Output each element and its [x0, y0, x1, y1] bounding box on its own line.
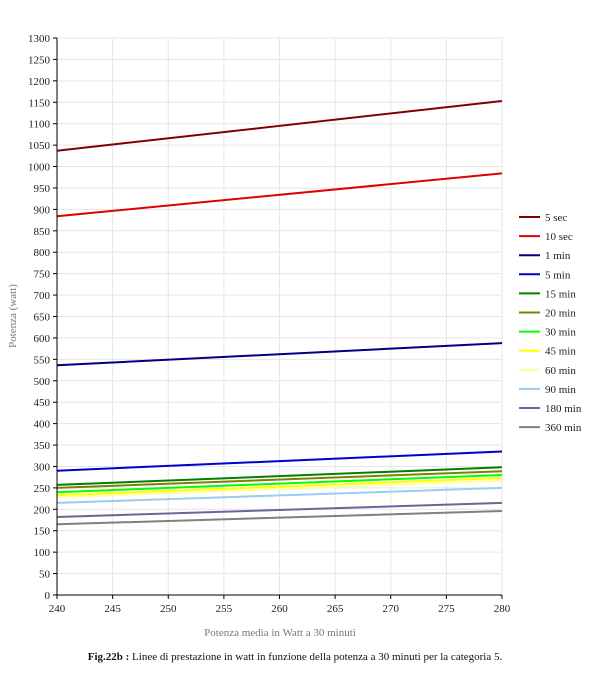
y-tick-label: 1000	[28, 162, 51, 174]
series-line-360-min	[56, 510, 503, 526]
legend-label: 1 min	[545, 250, 571, 262]
legend-label: 20 min	[545, 308, 576, 320]
legend-label: 30 min	[545, 327, 576, 339]
series-line-20-min	[56, 470, 503, 489]
series-line-60-min	[56, 479, 503, 499]
legend: 5 sec 10 sec 1 min 5 min 15 min 20 min 30 min 4…	[519, 212, 582, 434]
y-axis-title: Potenza (watt)	[7, 284, 19, 348]
legend-label: 5 min	[545, 269, 571, 281]
y-tick-label: 500	[34, 376, 51, 388]
x-tick-label: 250	[160, 603, 177, 615]
x-axis-title: Potenza media in Watt a 30 minuti	[204, 627, 356, 639]
legend-label: 45 min	[545, 346, 576, 358]
y-tick-label: 400	[34, 419, 51, 431]
y-tick-label: 0	[45, 590, 51, 602]
y-tick-label: 700	[34, 290, 51, 302]
legend-label: 10 sec	[545, 231, 573, 243]
x-tick-label: 240	[49, 603, 66, 615]
y-tick-label: 950	[34, 183, 51, 195]
series-line-10-sec	[56, 172, 503, 218]
legend-label: 90 min	[545, 384, 576, 396]
y-tick-label: 900	[34, 204, 51, 216]
caption-label: Fig.22b :	[87, 651, 130, 663]
y-tick-label: 800	[34, 247, 51, 259]
x-tick-label: 280	[494, 603, 511, 615]
series-line-5-sec	[56, 100, 503, 152]
series-line-180-min	[56, 501, 503, 518]
x-tick-label: 260	[271, 603, 288, 615]
legend-label: 15 min	[545, 288, 576, 300]
series-line-15-min	[56, 466, 503, 486]
tick-labels: 0 50 100 150 200 250 300 350 400 450 500 550 600 650 7…	[28, 33, 511, 615]
series-line-30-min	[56, 474, 503, 494]
legend-label: 360 min	[545, 422, 582, 434]
legend-label: 60 min	[545, 365, 576, 377]
x-tick-label: 245	[104, 603, 121, 615]
y-tick-label: 650	[34, 312, 51, 324]
y-tick-label: 600	[34, 333, 51, 345]
legend-label: 5 sec	[545, 212, 567, 224]
y-tick-label: 1300	[28, 33, 51, 45]
series-line-1-min	[56, 342, 503, 367]
series-lines	[56, 100, 503, 526]
legend-label: 180 min	[545, 403, 582, 415]
axes	[53, 37, 503, 599]
y-tick-label: 1150	[28, 97, 50, 109]
y-tick-label: 750	[34, 269, 51, 281]
figure-caption: Fig.22b : Linee di prestazione in watt i…	[0, 651, 590, 663]
y-tick-label: 550	[34, 354, 51, 366]
y-tick-label: 100	[34, 547, 51, 559]
y-tick-label: 200	[34, 504, 51, 516]
grid	[56, 37, 503, 596]
y-tick-label: 1100	[28, 119, 50, 131]
series-line-90-min	[56, 486, 503, 504]
x-tick-label: 255	[216, 603, 233, 615]
caption-text: Linee di prestazione in watt in funzione…	[129, 651, 503, 663]
y-tick-label: 250	[34, 483, 51, 495]
y-tick-label: 850	[34, 226, 51, 238]
x-tick-label: 270	[383, 603, 400, 615]
y-tick-label: 50	[39, 569, 51, 581]
y-tick-label: 150	[34, 526, 51, 538]
x-tick-label: 275	[438, 603, 455, 615]
y-tick-label: 1050	[28, 140, 51, 152]
y-tick-label: 450	[34, 397, 51, 409]
series-line-5-min	[56, 450, 503, 472]
series-line-45-min	[56, 477, 503, 497]
y-tick-label: 300	[34, 461, 51, 473]
y-tick-label: 1200	[28, 76, 51, 88]
x-tick-label: 265	[327, 603, 344, 615]
y-tick-label: 350	[34, 440, 51, 452]
y-tick-label: 1250	[28, 54, 51, 66]
